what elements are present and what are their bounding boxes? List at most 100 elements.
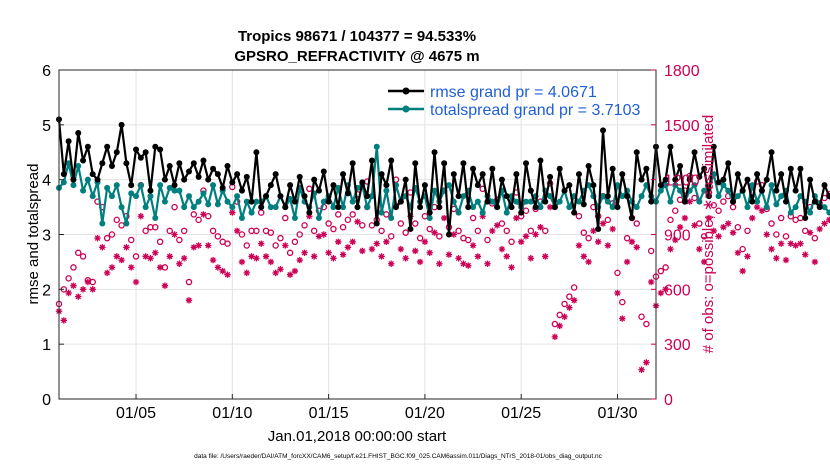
rmse-point bbox=[393, 204, 400, 211]
obs-assimilated-point bbox=[450, 231, 457, 238]
totalspread-point bbox=[383, 187, 390, 194]
obs-assimilated-point bbox=[628, 238, 636, 246]
obs-possible-point bbox=[638, 313, 645, 320]
rmse-point bbox=[580, 201, 587, 208]
obs-assimilated-point bbox=[306, 213, 313, 220]
rmse-point bbox=[778, 171, 785, 178]
obs-possible-point bbox=[484, 236, 491, 244]
obs-assimilated-point bbox=[595, 238, 602, 246]
rmse-point bbox=[118, 121, 125, 128]
rmse-point bbox=[474, 182, 481, 189]
obs-possible-point bbox=[729, 203, 737, 211]
totalspread-point bbox=[368, 193, 375, 200]
totalspread-point bbox=[778, 193, 785, 200]
rmse-point bbox=[364, 193, 371, 200]
totalspread-point bbox=[633, 204, 640, 211]
obs-possible-point bbox=[79, 253, 87, 260]
obs-possible-point bbox=[171, 203, 178, 211]
obs-assimilated-point bbox=[142, 253, 149, 260]
y-tick-label-right: 600 bbox=[664, 282, 691, 299]
obs-assimilated-point bbox=[696, 245, 703, 253]
rmse-point bbox=[272, 171, 279, 178]
rmse-point bbox=[624, 193, 631, 200]
obs-possible-point bbox=[811, 234, 819, 242]
obs-assimilated-point bbox=[623, 258, 631, 266]
obs-possible-point bbox=[238, 231, 246, 238]
obs-assimilated-point bbox=[768, 245, 775, 253]
obs-assimilated-point bbox=[89, 286, 96, 293]
obs-assimilated-point bbox=[152, 249, 159, 256]
obs-possible-point bbox=[633, 220, 640, 227]
obs-assimilated-point bbox=[758, 207, 766, 214]
obs-assimilated-point bbox=[465, 262, 472, 269]
totalspread-point bbox=[701, 187, 708, 194]
obs-assimilated-point bbox=[335, 238, 342, 246]
rmse-point bbox=[513, 171, 520, 178]
obs-assimilated-point bbox=[99, 244, 106, 251]
obs-possible-point bbox=[378, 227, 385, 235]
rmse-point bbox=[585, 162, 592, 169]
obs-assimilated-point bbox=[739, 267, 746, 275]
obs-assimilated-point bbox=[277, 266, 284, 273]
obs-assimilated-point bbox=[643, 359, 650, 366]
obs-possible-point bbox=[397, 220, 405, 227]
rmse-point bbox=[137, 154, 144, 161]
totalspread-point bbox=[60, 179, 67, 186]
obs-assimilated-point bbox=[715, 233, 722, 240]
rmse-point bbox=[811, 198, 818, 205]
totalspread-point bbox=[662, 182, 669, 189]
rmse-point bbox=[166, 162, 173, 169]
rmse-point bbox=[628, 215, 635, 222]
rmse-point bbox=[797, 165, 804, 172]
x-axis: 01/05 01/10 01/15 01/20 01/25 01/30 bbox=[116, 394, 638, 422]
rmse-point bbox=[412, 160, 419, 167]
obs-assimilated-point bbox=[753, 203, 761, 211]
obs-possible-point bbox=[412, 220, 419, 227]
obs-assimilated-point bbox=[667, 245, 674, 253]
obs-assimilated-point bbox=[132, 278, 140, 286]
rmse-point bbox=[147, 187, 154, 194]
rmse-point bbox=[494, 204, 501, 211]
obs-assimilated-point bbox=[238, 258, 246, 266]
obs-assimilated-point bbox=[60, 317, 68, 324]
rmse-point bbox=[200, 157, 207, 164]
legend-totalspread-marker bbox=[402, 105, 410, 113]
obs-possible-point bbox=[604, 216, 612, 224]
obs-assimilated-point bbox=[291, 267, 299, 275]
obs-assimilated-point bbox=[570, 297, 578, 304]
totalspread-point bbox=[75, 162, 82, 169]
obs-possible-point bbox=[575, 212, 583, 220]
rmse-point bbox=[503, 193, 510, 200]
obs-possible-point bbox=[662, 264, 669, 271]
rmse-point bbox=[672, 176, 679, 183]
rmse-point bbox=[710, 143, 717, 150]
totalspread-point bbox=[190, 204, 197, 211]
rmse-point bbox=[436, 204, 443, 211]
rmse-point bbox=[465, 204, 472, 211]
rmse-point bbox=[133, 146, 140, 153]
obs-assimilated-point bbox=[638, 366, 645, 373]
obs-assimilated-point bbox=[79, 286, 87, 293]
totalspread-point bbox=[108, 193, 115, 200]
y-tick-label-left: 4 bbox=[42, 173, 51, 190]
rmse-point bbox=[523, 160, 530, 167]
obs-assimilated-point bbox=[70, 282, 77, 289]
obs-assimilated-point bbox=[609, 225, 616, 233]
obs-assimilated-point bbox=[190, 244, 198, 251]
obs-assimilated-point bbox=[826, 216, 830, 224]
rmse-point bbox=[441, 160, 448, 167]
obs-assimilated-point bbox=[479, 213, 486, 220]
obs-possible-point bbox=[108, 231, 116, 238]
obs-possible-point bbox=[214, 233, 222, 240]
rmse-point bbox=[498, 176, 505, 183]
rmse-point bbox=[662, 176, 669, 183]
rmse-point bbox=[152, 143, 159, 150]
rmse-point bbox=[730, 198, 737, 205]
totalspread-point bbox=[147, 193, 154, 200]
rmse-point bbox=[315, 187, 322, 194]
obs-assimilated-point bbox=[662, 286, 669, 293]
obs-possible-point bbox=[152, 223, 159, 231]
rmse-point bbox=[484, 198, 491, 205]
rmse-point bbox=[383, 182, 390, 189]
obs-assimilated-point bbox=[176, 260, 183, 267]
